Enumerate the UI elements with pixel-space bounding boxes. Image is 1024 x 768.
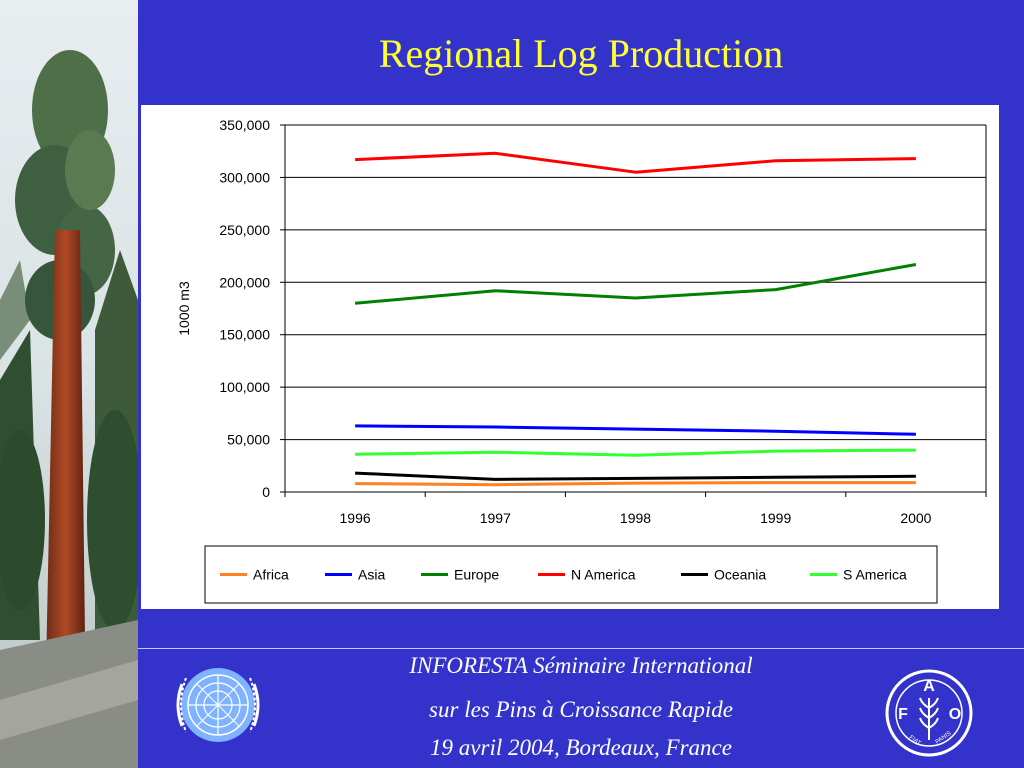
x-tick-label: 2000	[900, 510, 931, 526]
y-tick-label: 250,000	[219, 222, 270, 238]
fao-emblem-logo: A F O FIAT PANIS	[885, 669, 973, 757]
legend-label-s-america: S America	[843, 567, 907, 583]
line-chart: 0 50,000 100,000 150,000 200,000 250,000 300,0…	[176, 117, 987, 604]
footer-divider	[138, 648, 1024, 649]
y-tick-label: 0	[262, 484, 270, 500]
series-line-asia	[355, 424, 916, 436]
fao-letter-f: F	[898, 706, 908, 723]
fao-letter-a: A	[923, 678, 935, 695]
y-tick-label: 100,000	[219, 379, 270, 395]
slide-title: Regional Log Production	[378, 31, 784, 76]
y-tick-label: 300,000	[219, 169, 270, 185]
legend-label-n-america: N America	[571, 567, 636, 583]
series-line-oceania	[355, 471, 916, 481]
redwood-tree-photo	[0, 0, 138, 768]
legend-label-asia: Asia	[358, 567, 385, 583]
un-emblem-logo	[176, 668, 260, 742]
fao-letter-o: O	[949, 706, 961, 723]
footer-line-1: INFORESTA Séminaire International	[409, 653, 753, 678]
series-line-europe	[354, 263, 917, 305]
series-line-s-america	[355, 448, 916, 457]
y-tick-label: 50,000	[227, 432, 270, 448]
legend-label-europe: Europe	[454, 567, 499, 583]
series-line-africa	[355, 481, 916, 487]
series-line-n-america	[355, 151, 916, 174]
footer-line-3: 19 avril 2004, Bordeaux, France	[430, 735, 732, 760]
y-tick-label: 200,000	[219, 274, 270, 290]
y-tick-label: 150,000	[219, 327, 270, 343]
legend-label-oceania: Oceania	[714, 567, 766, 583]
y-axis-title: 1000 m3	[176, 281, 192, 336]
x-tick-label: 1998	[620, 510, 651, 526]
x-tick-label: 1999	[760, 510, 791, 526]
y-tick-label: 350,000	[219, 117, 270, 133]
x-tick-label: 1997	[480, 510, 511, 526]
x-tick-label: 1996	[340, 510, 371, 526]
legend-label-africa: Africa	[253, 567, 289, 583]
footer-line-2: sur les Pins à Croissance Rapide	[429, 697, 733, 722]
chart-panel: 0 50,000 100,000 150,000 200,000 250,000 300,0…	[141, 105, 999, 609]
